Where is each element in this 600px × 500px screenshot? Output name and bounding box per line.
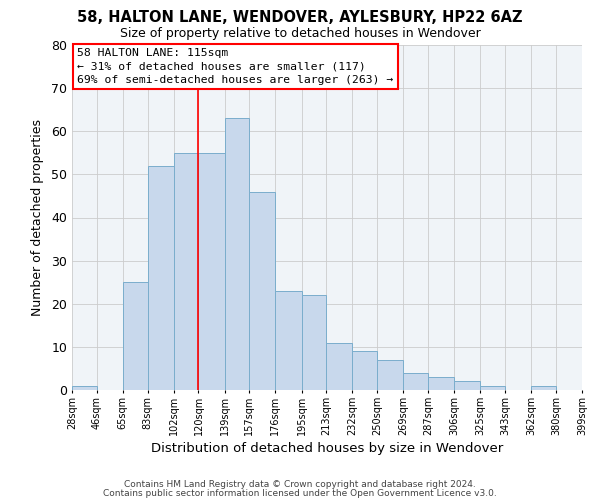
Y-axis label: Number of detached properties: Number of detached properties [31, 119, 44, 316]
Bar [275, 291, 302, 390]
Text: 58 HALTON LANE: 115sqm
← 31% of detached houses are smaller (117)
69% of semi-de: 58 HALTON LANE: 115sqm ← 31% of detached… [77, 48, 394, 85]
Bar [454, 382, 480, 390]
Bar [123, 282, 148, 390]
Bar [428, 377, 454, 390]
Bar [326, 342, 352, 390]
Bar [199, 153, 224, 390]
Bar [480, 386, 505, 390]
Bar [302, 295, 326, 390]
X-axis label: Distribution of detached houses by size in Wendover: Distribution of detached houses by size … [151, 442, 503, 455]
Bar [403, 373, 428, 390]
Text: 58, HALTON LANE, WENDOVER, AYLESBURY, HP22 6AZ: 58, HALTON LANE, WENDOVER, AYLESBURY, HP… [77, 10, 523, 25]
Bar [148, 166, 174, 390]
Bar [224, 118, 250, 390]
Text: Size of property relative to detached houses in Wendover: Size of property relative to detached ho… [119, 28, 481, 40]
Text: Contains HM Land Registry data © Crown copyright and database right 2024.: Contains HM Land Registry data © Crown c… [124, 480, 476, 489]
Bar [72, 386, 97, 390]
Bar [352, 351, 377, 390]
Bar [377, 360, 403, 390]
Text: Contains public sector information licensed under the Open Government Licence v3: Contains public sector information licen… [103, 488, 497, 498]
Bar [174, 153, 199, 390]
Bar [531, 386, 556, 390]
Bar [250, 192, 275, 390]
